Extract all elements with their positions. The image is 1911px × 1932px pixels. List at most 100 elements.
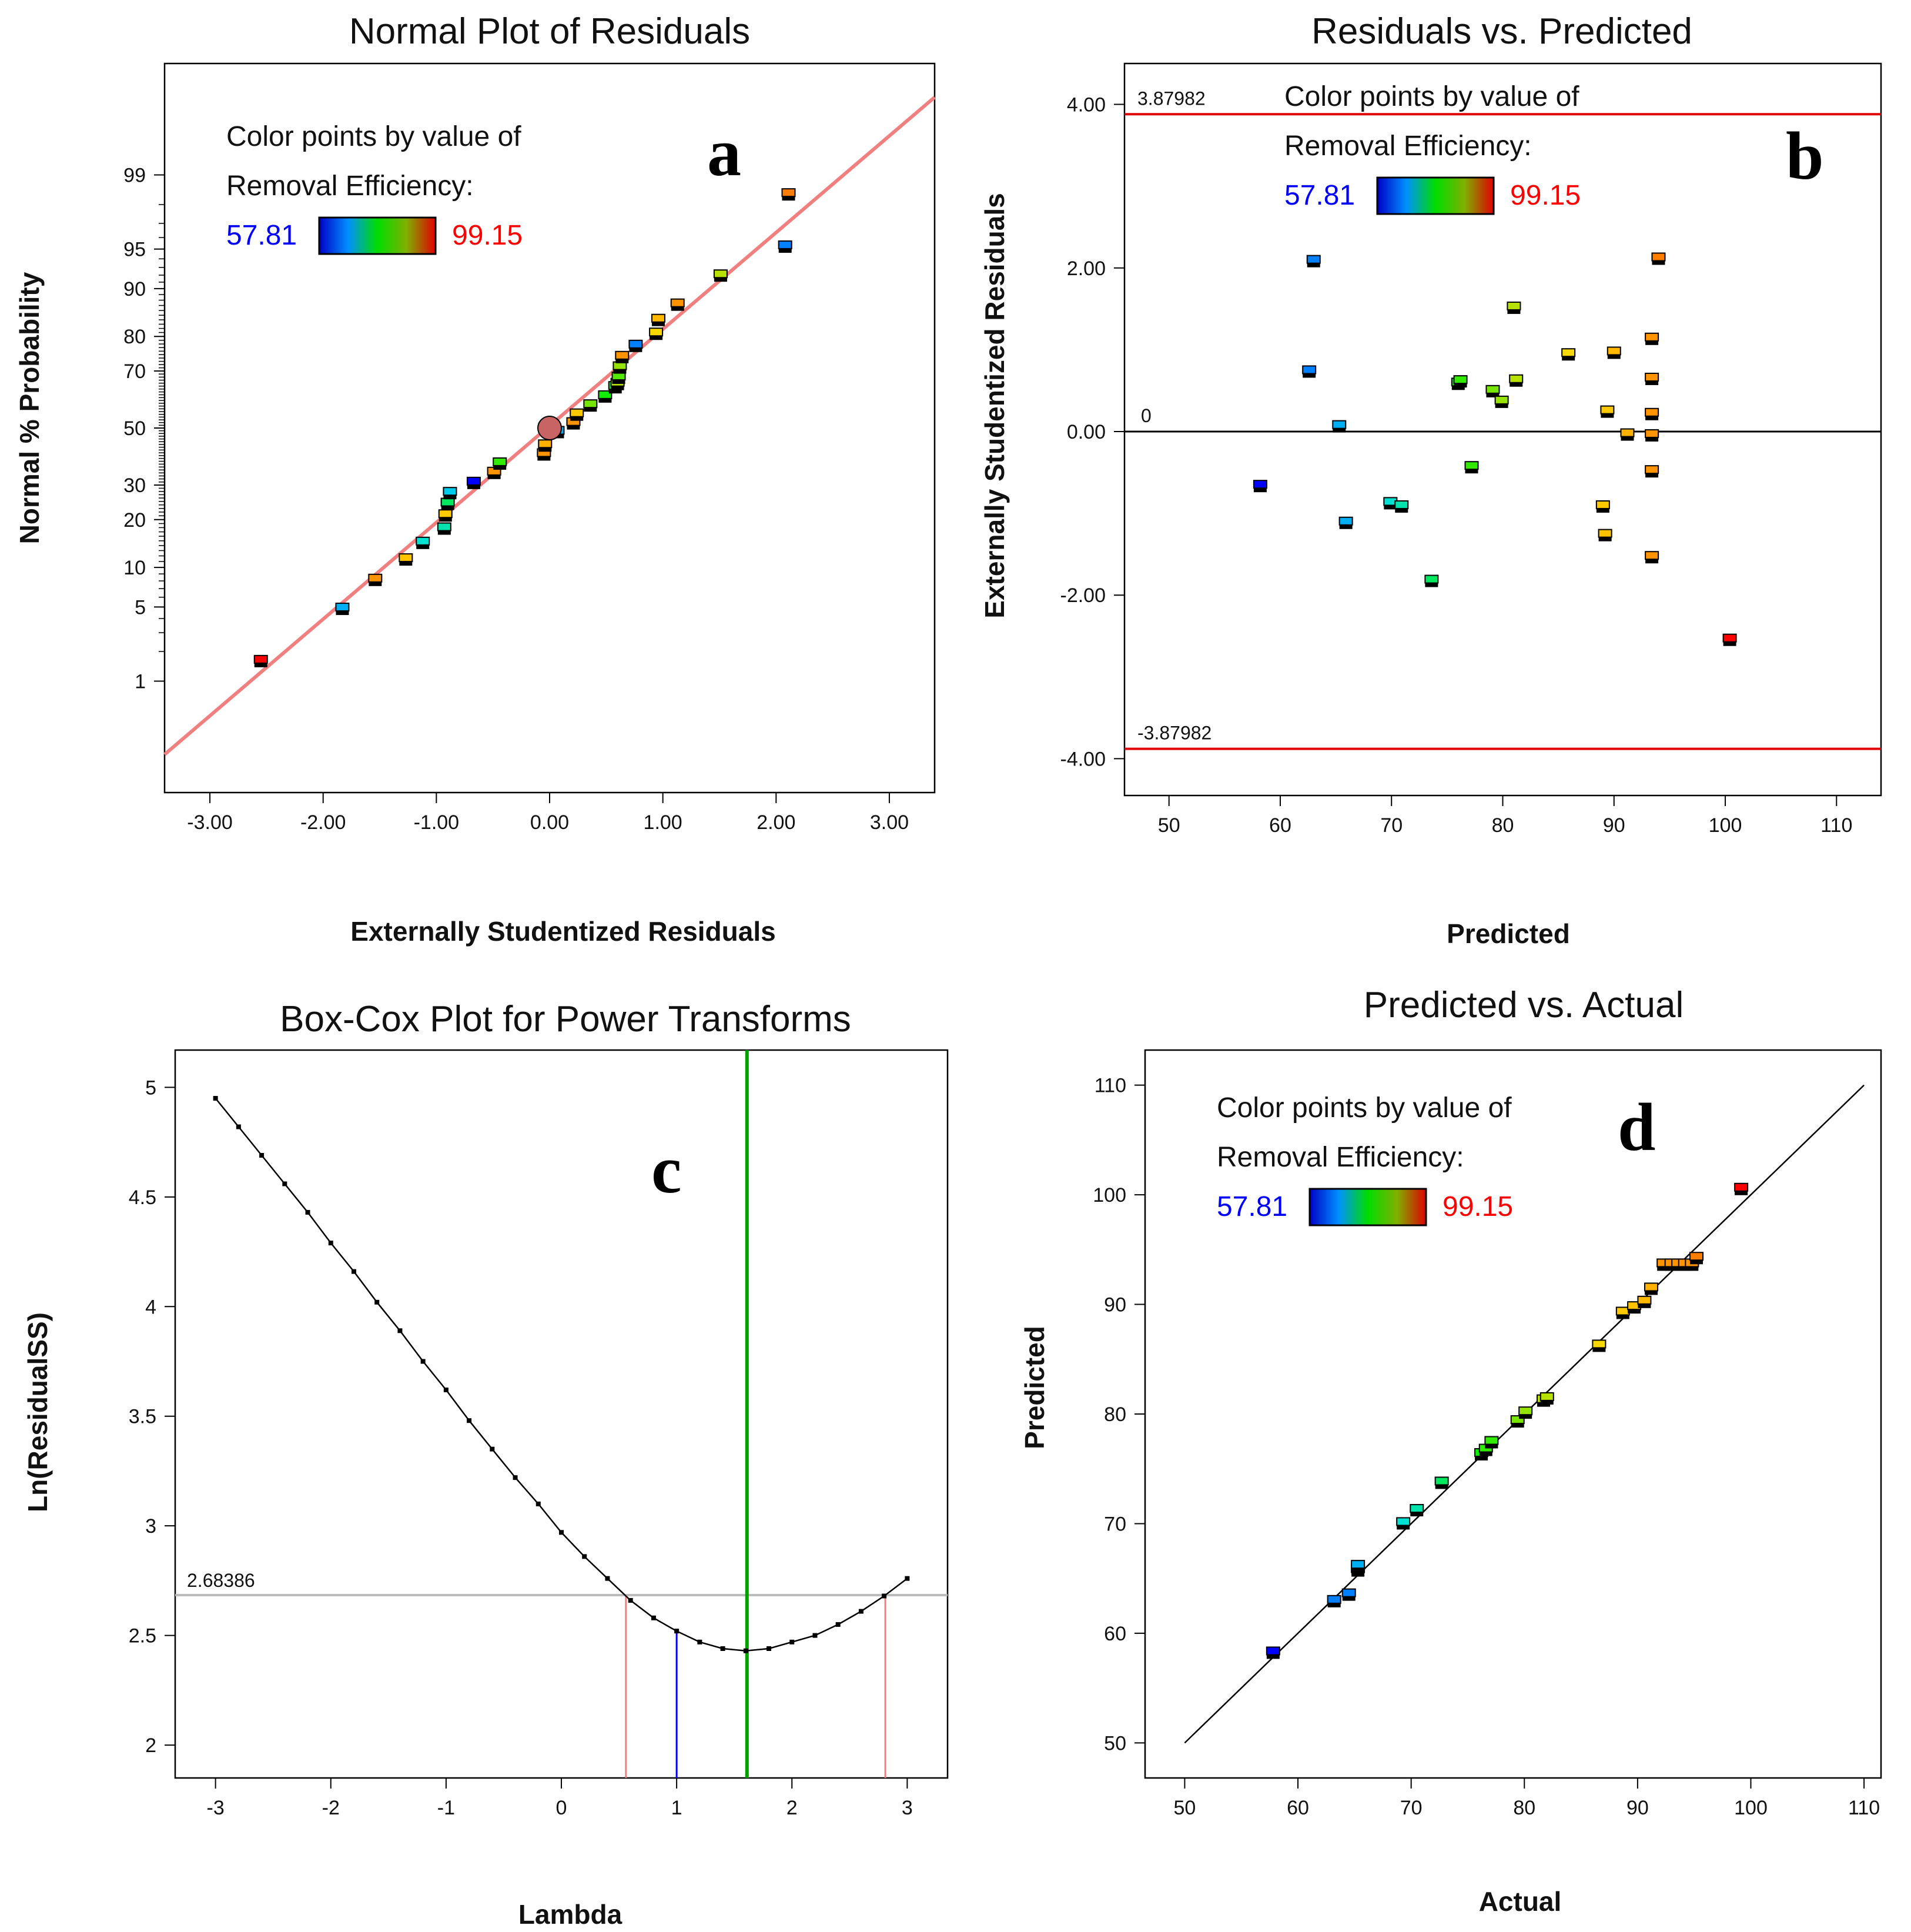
- curve-point: [882, 1593, 887, 1599]
- data-point-marker: [1595, 500, 1610, 509]
- color-legend: Color points by value of Removal Efficien…: [1284, 81, 1581, 215]
- data-point-marker: [335, 603, 350, 612]
- x-tick-label: 3.00: [870, 811, 909, 834]
- plot-frame: [1123, 62, 1882, 797]
- curve-point: [536, 1501, 541, 1506]
- curve-point: [582, 1554, 587, 1559]
- y-axis-label: Externally Studentized Residuals: [979, 193, 1010, 618]
- panel-label: c: [651, 1132, 682, 1208]
- legend-high-value: 99.15: [1510, 180, 1581, 211]
- legend-line-1: Color points by value of: [1284, 81, 1579, 112]
- x-tick-label: -2: [322, 1797, 340, 1819]
- curve-point: [858, 1609, 864, 1614]
- plot-frame: [174, 1049, 949, 1779]
- x-tick-label: -2.00: [300, 811, 346, 834]
- data-point-marker: [1645, 465, 1659, 474]
- data-point-marker: [1332, 420, 1347, 429]
- data-point: [1615, 1306, 1630, 1319]
- data-point: [651, 313, 665, 326]
- data-point-marker: [670, 298, 685, 307]
- curve-point: [513, 1475, 518, 1480]
- y-tick-label: 3.5: [129, 1406, 156, 1428]
- data-point: [583, 399, 598, 412]
- data-point-marker: [1424, 574, 1439, 584]
- curve-point: [743, 1648, 748, 1653]
- data-point-marker: [399, 553, 413, 563]
- data-point: [628, 339, 643, 352]
- data-point-marker: [1306, 255, 1321, 264]
- data-point-marker: [598, 390, 613, 399]
- data-point: [1327, 1595, 1341, 1607]
- curve-point: [351, 1269, 356, 1274]
- x-tick-label: -3.00: [187, 811, 233, 834]
- data-point: [493, 457, 507, 470]
- panel-c-box-cox-plot: Box-Cox Plot for Power Transforms -3 -2 -1 0…: [22, 999, 949, 1930]
- data-point-marker: [1607, 346, 1621, 356]
- data-point-marker: [628, 339, 643, 349]
- x-tick-label: 3: [902, 1797, 913, 1819]
- data-point: [1518, 1406, 1533, 1419]
- y-tick-label: 5: [145, 1077, 156, 1099]
- data-point: [1592, 1339, 1607, 1352]
- data-point: [1651, 252, 1666, 265]
- curve-point: [605, 1576, 610, 1581]
- legend-low-value: 57.81: [1284, 180, 1355, 211]
- y-tick-label: 70: [1104, 1513, 1126, 1535]
- x-tick-label: 90: [1603, 814, 1625, 837]
- data-point: [1645, 407, 1659, 420]
- data-point: [649, 327, 664, 340]
- data-point-marker: [1644, 1282, 1658, 1292]
- data-point: [1607, 346, 1621, 359]
- data-point-marker: [437, 522, 451, 532]
- x-tick-label: 80: [1492, 814, 1514, 837]
- data-point-marker: [438, 509, 453, 519]
- data-point-marker: [1651, 252, 1666, 262]
- data-point-marker: [1592, 1339, 1607, 1349]
- data-point-marker: [649, 327, 664, 337]
- data-point: [1332, 420, 1347, 433]
- data-point: [1507, 301, 1521, 314]
- y-axis-label: Ln(ResidualSS): [22, 1312, 53, 1512]
- data-point: [1424, 574, 1439, 587]
- curve-point: [789, 1639, 795, 1644]
- x-tick-label: 1: [671, 1797, 682, 1819]
- y-axis-label: Normal % Probability: [14, 272, 45, 544]
- y-tick-label: 99: [123, 164, 146, 186]
- data-point: [399, 553, 413, 566]
- data-point-marker: [1598, 529, 1612, 538]
- lower-limit-label: -3.87982: [1137, 723, 1211, 744]
- data-point-marker: [615, 350, 630, 360]
- upper-limit-label: 3.87982: [1137, 88, 1206, 109]
- curve-point: [674, 1629, 680, 1634]
- panel-d-predicted-vs-actual: Predicted vs. Actual 50 60 70 80 90 100 110 50 60…: [1019, 985, 1882, 1917]
- curve-point: [559, 1530, 564, 1535]
- data-point: [1396, 1517, 1411, 1530]
- data-point: [1539, 1392, 1554, 1405]
- legend-line-2: Removal Efficiency:: [226, 171, 474, 202]
- data-point: [1351, 1560, 1366, 1573]
- data-point-marker: [781, 188, 796, 198]
- data-point-marker: [1561, 348, 1576, 357]
- data-point: [253, 654, 268, 667]
- data-point: [1689, 1252, 1704, 1265]
- x-tick-label: -3: [207, 1797, 225, 1819]
- legend-color-bar: [1308, 1188, 1427, 1226]
- x-axis-label: Lambda: [518, 1899, 623, 1930]
- data-point-marker: [1253, 480, 1267, 489]
- legend-line-1: Color points by value of: [1217, 1092, 1512, 1124]
- data-point-marker: [1484, 1436, 1499, 1445]
- data-point-marker: [443, 487, 457, 496]
- chart-title: Box-Cox Plot for Power Transforms: [280, 999, 851, 1039]
- data-point-marker: [1396, 1517, 1411, 1526]
- x-tick-label: 50: [1174, 1797, 1196, 1819]
- color-legend: Color points by value of Removal Efficien…: [1217, 1092, 1513, 1226]
- curve-point: [374, 1299, 380, 1305]
- curve-point: [697, 1639, 702, 1644]
- y-tick-label: 100: [1093, 1184, 1126, 1206]
- data-point: [1595, 500, 1610, 513]
- curve-point: [905, 1576, 910, 1581]
- curve-point: [467, 1418, 472, 1423]
- data-point-marker: [1453, 375, 1468, 385]
- data-point: [615, 350, 630, 363]
- data-point-marker: [538, 439, 553, 449]
